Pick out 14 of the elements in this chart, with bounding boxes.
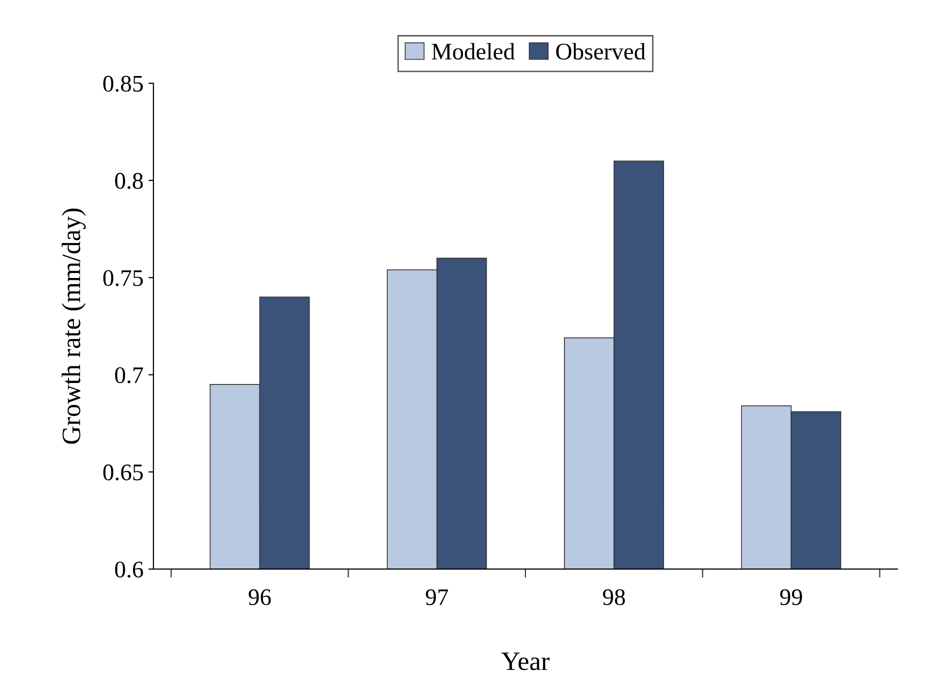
y-tick-label: 0.75 (103, 270, 143, 286)
x-tick-label: 97 (426, 589, 448, 606)
y-tick-label: 0.85 (103, 76, 143, 92)
y-tick-label: 0.7 (115, 367, 144, 384)
y-tick-label: 0.65 (103, 464, 143, 480)
x-axis-title: Year (501, 652, 550, 670)
y-tick-label: 0.6 (115, 562, 144, 578)
y-axis-title: Growth rate (mm/day) (62, 208, 86, 444)
x-tick-label: 99 (780, 589, 802, 606)
x-tick-label: 96 (248, 589, 271, 606)
x-tick-label: 98 (602, 589, 625, 606)
legend-label: Modeled (432, 42, 515, 60)
y-tick-label: 0.8 (115, 172, 143, 189)
legend-label: Observed (556, 42, 646, 60)
